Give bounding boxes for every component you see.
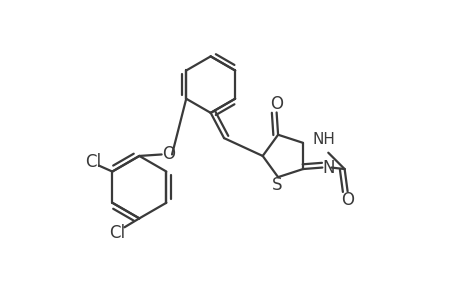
Text: O: O (269, 95, 282, 113)
Text: Cl: Cl (109, 224, 125, 242)
Text: O: O (162, 146, 175, 164)
Text: Cl: Cl (85, 153, 101, 171)
Text: N: N (321, 159, 334, 177)
Text: S: S (271, 176, 282, 194)
Text: NH: NH (312, 132, 335, 147)
Text: O: O (341, 191, 353, 209)
